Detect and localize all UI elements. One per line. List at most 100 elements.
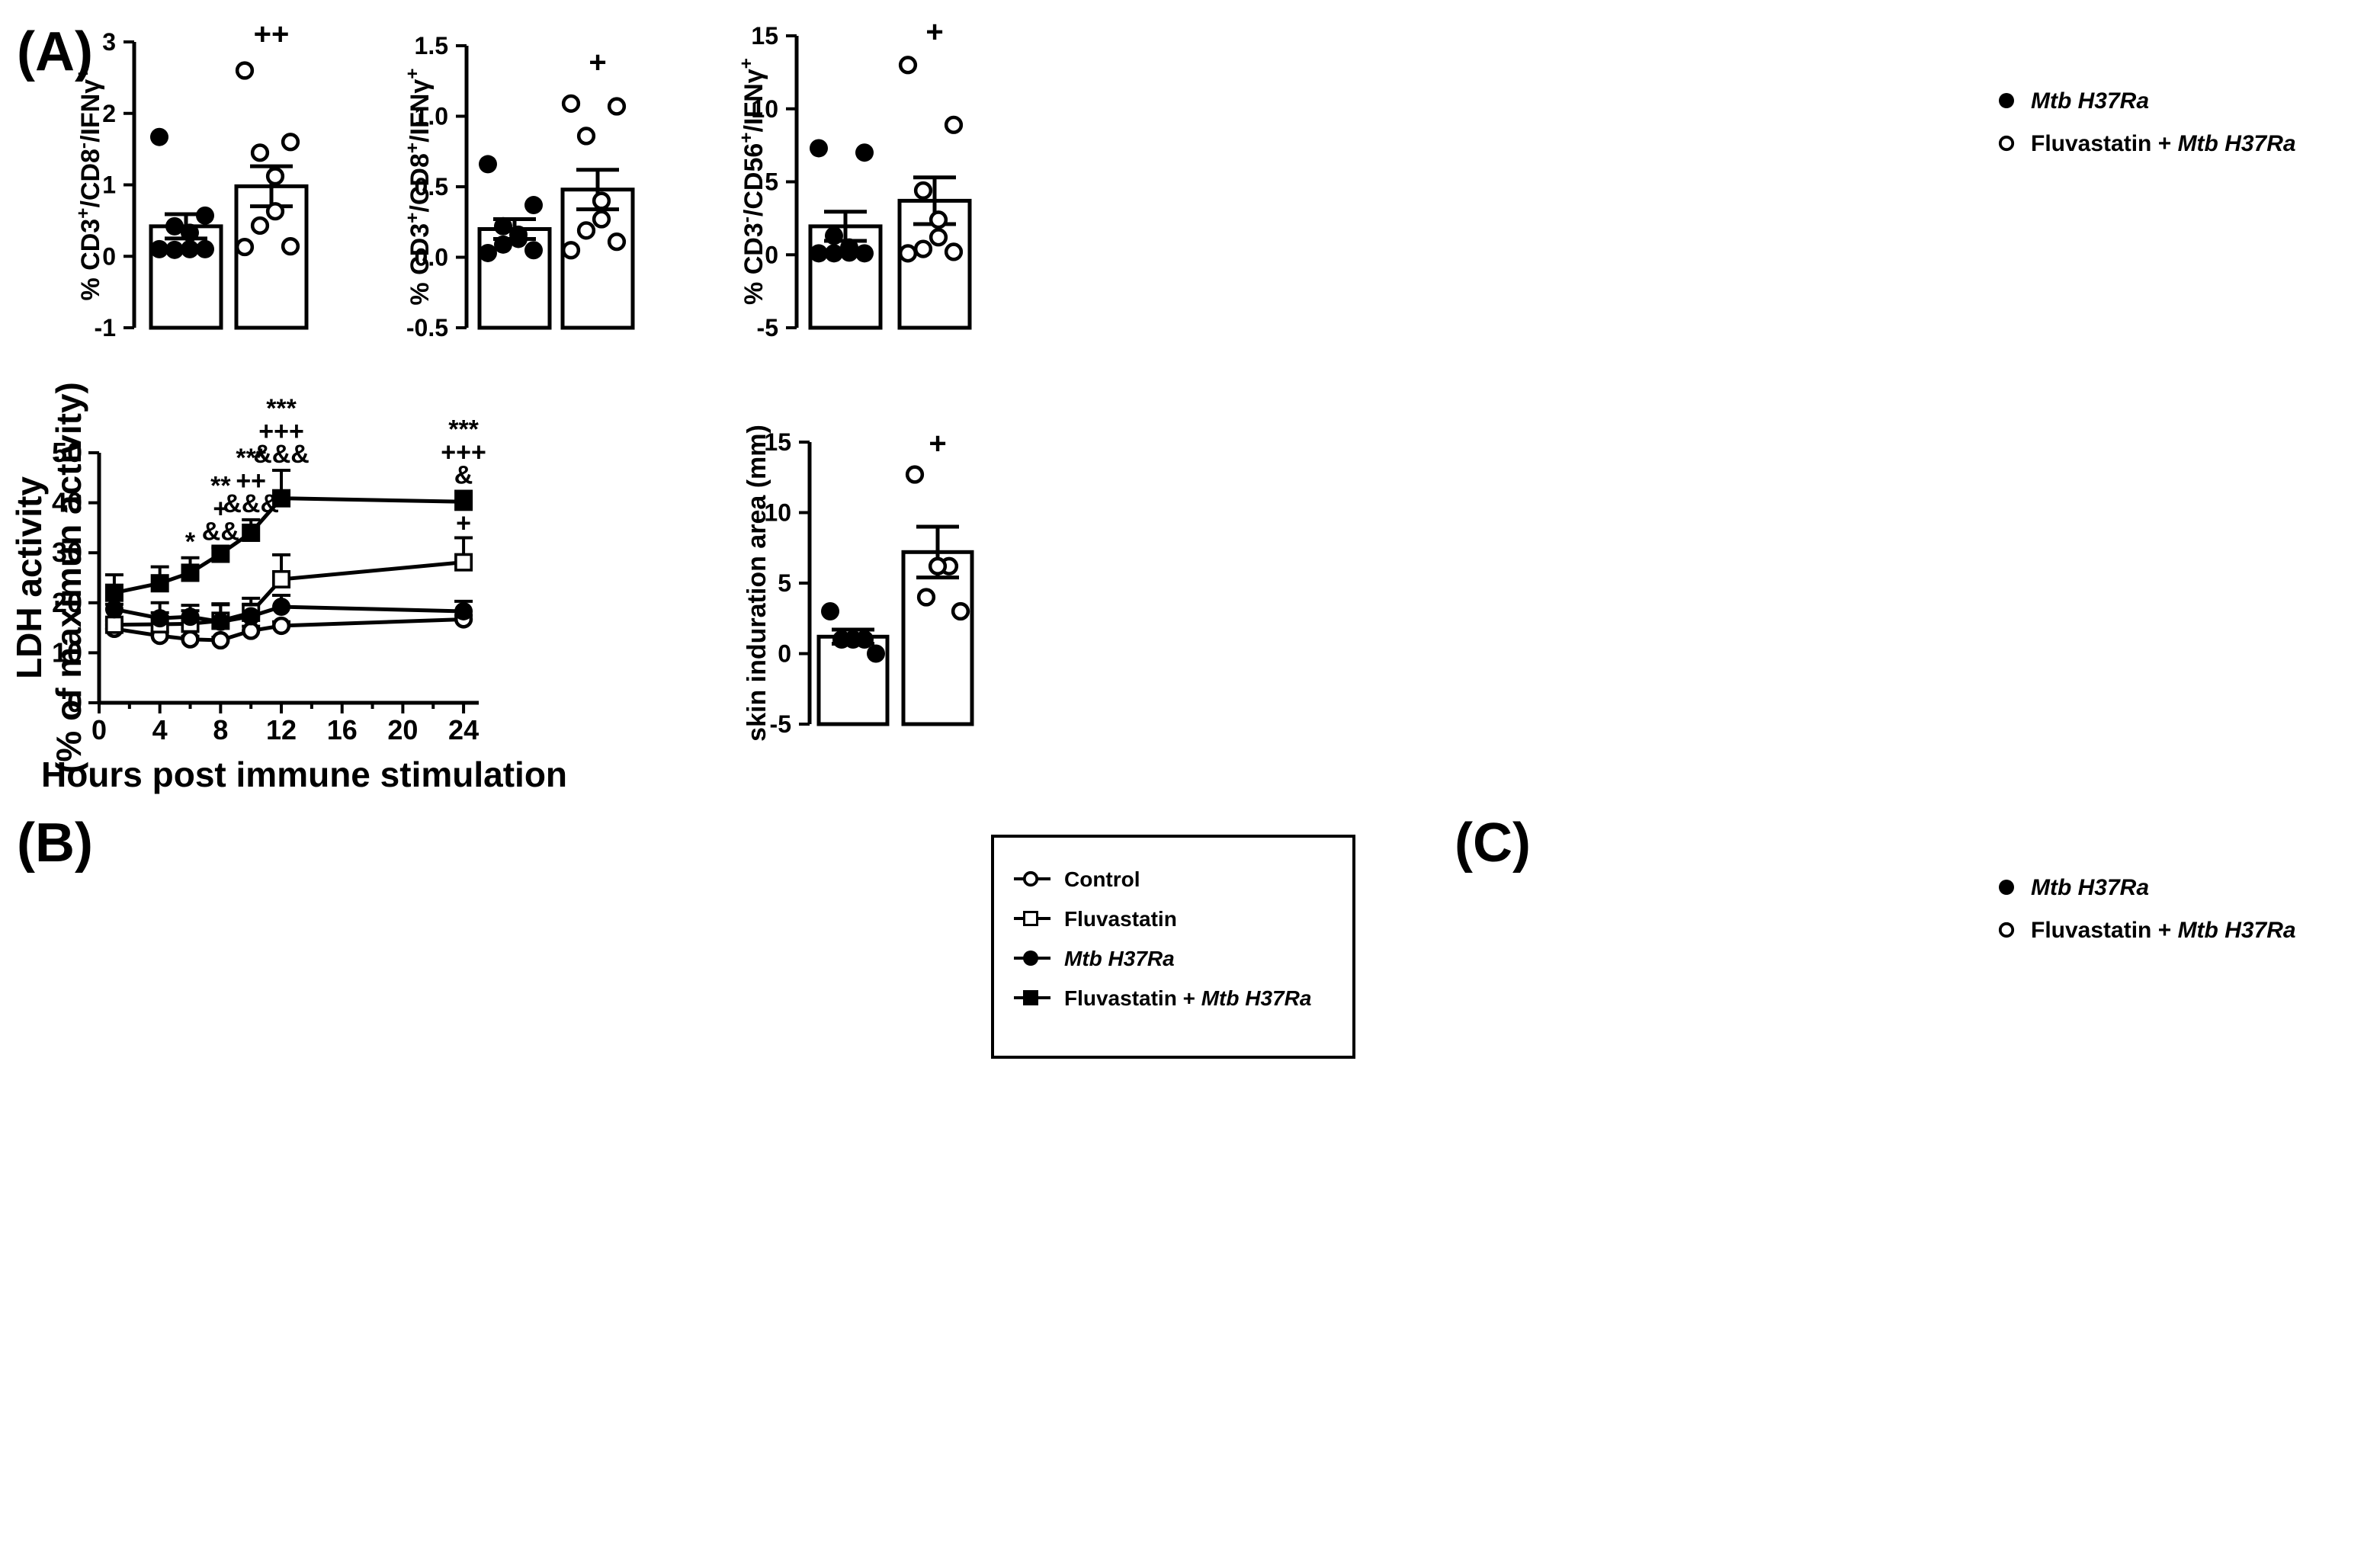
chart-a3-data-point [929,210,948,229]
legend-top-marker [1999,93,2014,108]
chart-a1-y-axis-label-part-2: /CD8 [76,149,105,207]
chart-b-significance: & [454,461,473,490]
chart-a2-y-tick-label: -0.5 [406,314,448,341]
chart-b-significance: ++ [236,466,266,495]
chart-a2-data-point [576,127,596,146]
chart-a3-y-axis-label-part-5: + [736,58,757,69]
chart-a1-y-tick-label: 1 [102,172,116,199]
chart-a2-y-axis-label-part-1: + [403,213,423,223]
panel-label-b: (B) [17,813,93,874]
chart-b-data-point [150,574,169,593]
chart-c-data-point [905,465,925,484]
chart-b-significance: *** [266,394,297,423]
legend-top-label: Fluvastatin + Mtb H37Ra [2031,131,2296,156]
chart-a2-data-point [494,235,512,254]
chart-a3-y-tick-label: -5 [757,314,778,341]
chart-c-y-tick-label: -5 [770,710,791,738]
chart-c-data-point [928,556,948,575]
chart-a2-y-tick-label: 0.5 [415,173,448,200]
chart-a1-data-point [165,216,184,236]
chart-a1-data-point [281,133,300,152]
chart-a2-y-tick-label: 1.5 [415,32,448,59]
chart-a1-data-point [165,240,184,259]
chart-b-data-point [211,612,230,631]
chart-b-data-point [271,616,291,636]
chart-panel-a2: -0.50.00.51.01.5% CD3+/CD8+/IFNγ+ + [403,32,635,341]
chart-a1-y-tick-label: 3 [102,28,116,56]
chart-a1-y-axis-label-part-1: + [73,208,94,219]
chart-c-data-point [821,602,839,620]
chart-a3-y-axis-label-part-2: /CD56 [739,143,768,216]
legend-b-label-part-0: Fluvastatin [1064,907,1177,931]
chart-b-significance: *** [448,415,479,444]
chart-a1-y-tick-label: 0 [102,242,116,270]
chart-a2-data-point [479,243,497,262]
chart-c-data-point [867,644,885,663]
chart-a3-y-tick-label: 15 [751,22,778,50]
chart-a3-y-axis-label-part-4: /IFNγ [739,69,768,132]
chart-a3-data-point [810,139,828,158]
chart-b-data-point [242,607,261,626]
chart-b-data-point [211,544,230,563]
chart-c-data-point [916,588,936,607]
chart-a3-y-axis-label-part-3: + [736,132,757,143]
chart-b-significance: + [213,495,228,524]
chart-a3-data-point [898,244,918,263]
legend-b-label-part-0: Mtb H37Ra [1064,947,1175,970]
chart-a3-y-tick-label: 10 [751,95,778,123]
chart-b-data-point [272,598,291,617]
chart-b-data-point [211,630,230,650]
chart-b-data-point [454,492,473,511]
chart-b-x-tick-label: 24 [448,714,479,745]
chart-a1-data-point [150,127,168,146]
chart-a3-y-tick-label: 5 [765,168,778,196]
chart-a3-y-axis-label: % CD3-/CD56+/IFNγ+ [736,58,769,305]
legend-c-label-part-1: Mtb H37Ra [2178,918,2296,943]
chart-a3-data-point [929,228,948,247]
chart-a2-y-tick-label: 0.0 [415,244,448,271]
chart-a1-data-point [196,206,214,225]
chart-a2-significance: + [589,46,606,79]
chart-b-data-point [272,489,291,508]
chart-a1-y-axis-label: % CD3+/CD8-/IFNγ+ [73,68,106,300]
chart-b-significance: ** [210,472,231,501]
chart-a2-y-axis-label: % CD3+/CD8+/IFNγ+ [403,68,435,305]
legend-c-marker [1998,922,2015,938]
chart-a1-data-point [250,216,270,236]
legend-b-label: Fluvastatin [1064,907,1177,931]
chart-b-significance: + [456,509,471,538]
chart-a3-data-point [913,181,933,200]
chart-b-data-point [181,608,200,627]
chart-a2-data-point [576,221,596,240]
legend-b-marker [1022,870,1039,887]
chart-c-data-point [832,630,851,649]
legend-b-marker [1023,951,1038,966]
chart-a1-data-point [150,239,168,258]
chart-b-y-tick-label: 40 [52,487,82,518]
chart-c-y-tick-label: 10 [764,499,791,527]
chart-c-bar [901,550,974,726]
legend-c-label: Mtb H37Ra [2031,875,2149,900]
chart-b-x-tick-label: 8 [213,714,228,745]
chart-a3-y-axis-label-part-1: - [736,216,757,223]
legend-top-label-part-0: Mtb H37Ra [2031,88,2149,114]
chart-b-significance: &&& [223,489,279,518]
legend-c-label-part-0: Mtb H37Ra [2031,875,2149,900]
legend-c-marker [1999,880,2014,895]
chart-b-data-point [150,609,169,628]
chart-a2-y-axis-label-part-3: + [403,143,423,153]
legend-b-label-part-0: Control [1064,867,1140,891]
chart-b-y-tick-label: 20 [52,587,82,618]
chart-a1-data-point [181,239,199,258]
chart-c-y-axis-label: skin induration area (mm) [743,425,771,742]
chart-a1-data-point [265,202,285,221]
chart-b-significance: +++ [441,438,486,467]
chart-a3-data-point [825,226,843,245]
chart-a1-data-point [196,239,214,258]
